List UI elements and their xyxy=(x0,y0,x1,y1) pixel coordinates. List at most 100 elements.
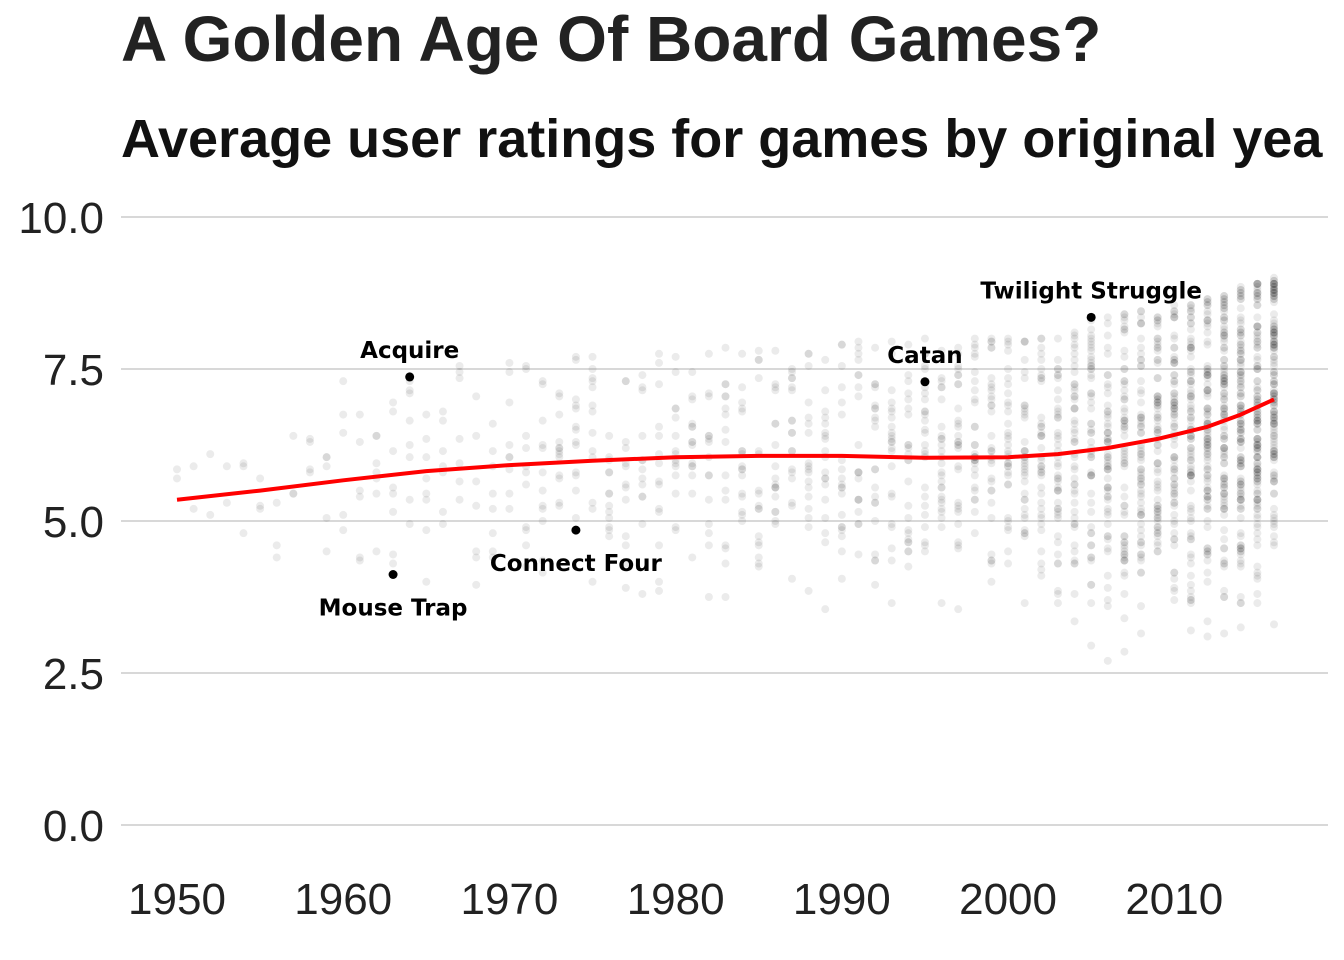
data-point xyxy=(522,562,531,571)
data-point xyxy=(1253,535,1262,544)
data-point xyxy=(1203,310,1212,319)
data-point xyxy=(1270,407,1278,416)
data-point xyxy=(1253,453,1262,462)
data-point xyxy=(1103,474,1112,483)
data-point xyxy=(1070,425,1079,434)
data-point xyxy=(1120,553,1129,562)
data-point xyxy=(688,459,697,468)
data-point xyxy=(1103,413,1112,422)
data-point xyxy=(1236,480,1245,489)
data-point xyxy=(904,404,913,413)
data-point xyxy=(970,465,979,474)
data-point xyxy=(837,456,846,465)
data-point xyxy=(1004,480,1013,489)
data-point xyxy=(954,441,963,449)
data-point xyxy=(522,365,531,373)
data-point xyxy=(987,556,996,565)
data-point xyxy=(1153,529,1162,538)
data-point xyxy=(1137,413,1146,422)
data-point xyxy=(1153,465,1162,474)
data-point xyxy=(987,447,996,456)
data-point xyxy=(1170,398,1179,407)
data-point xyxy=(1137,343,1146,352)
data-point xyxy=(1203,319,1212,328)
data-point xyxy=(1186,407,1195,416)
data-point xyxy=(1203,407,1212,416)
data-point xyxy=(970,352,979,361)
data-point xyxy=(1236,355,1245,364)
data-point xyxy=(1253,437,1262,446)
data-point xyxy=(1153,459,1162,468)
data-point xyxy=(688,489,697,498)
data-point xyxy=(1087,343,1096,352)
data-point xyxy=(954,465,963,474)
data-point xyxy=(804,492,813,501)
data-point xyxy=(1186,586,1195,595)
data-point xyxy=(1203,298,1212,307)
data-point xyxy=(1270,620,1278,629)
data-point xyxy=(688,422,697,431)
data-point xyxy=(1253,504,1262,513)
data-point xyxy=(1203,386,1212,395)
data-point xyxy=(1236,346,1245,355)
data-point xyxy=(1220,380,1229,389)
data-point xyxy=(1220,544,1229,553)
data-point xyxy=(821,431,830,440)
data-point xyxy=(1270,328,1278,337)
data-point xyxy=(1270,337,1278,346)
data-point xyxy=(1236,349,1245,358)
data-point xyxy=(1103,428,1112,437)
data-point xyxy=(422,474,431,483)
data-point xyxy=(1253,474,1262,483)
data-point xyxy=(1137,428,1146,437)
data-point xyxy=(1236,459,1245,468)
data-point xyxy=(1137,486,1146,495)
data-point xyxy=(1253,337,1262,346)
data-point xyxy=(1103,343,1112,352)
data-point xyxy=(970,395,979,404)
data-point xyxy=(887,489,896,498)
data-point xyxy=(771,346,780,355)
data-point xyxy=(1120,416,1129,425)
data-point xyxy=(1120,544,1129,553)
data-point xyxy=(1153,398,1162,407)
data-point xyxy=(1153,507,1162,516)
data-point xyxy=(1037,431,1046,440)
data-point xyxy=(771,517,780,525)
data-point xyxy=(1270,331,1278,340)
data-point xyxy=(1186,368,1195,377)
data-point xyxy=(1270,292,1278,301)
data-point xyxy=(937,422,946,431)
data-point xyxy=(771,419,780,428)
data-point xyxy=(1186,343,1195,352)
data-point xyxy=(1220,343,1229,352)
data-point xyxy=(1236,392,1245,401)
data-point xyxy=(1120,419,1129,428)
data-point xyxy=(1070,480,1079,489)
data-point xyxy=(1253,386,1262,395)
data-point xyxy=(1253,471,1262,480)
data-point xyxy=(588,365,597,373)
data-point xyxy=(1220,395,1229,404)
data-point xyxy=(1004,462,1013,471)
data-point xyxy=(1070,520,1079,529)
data-point xyxy=(1203,550,1212,559)
data-point xyxy=(1203,340,1212,349)
data-point xyxy=(1153,340,1162,349)
data-point xyxy=(571,425,580,434)
data-point xyxy=(1004,434,1013,443)
data-point xyxy=(1203,301,1212,310)
data-point xyxy=(871,380,880,389)
data-point xyxy=(1186,413,1195,422)
data-point xyxy=(1020,529,1029,538)
data-point xyxy=(355,492,364,501)
data-point xyxy=(1186,456,1195,465)
data-point xyxy=(854,520,863,529)
data-point xyxy=(920,447,929,456)
data-point xyxy=(1253,386,1262,395)
data-point xyxy=(970,441,979,449)
data-point xyxy=(1103,495,1112,504)
data-point xyxy=(1270,325,1278,334)
data-point xyxy=(1253,419,1262,428)
data-point xyxy=(987,343,996,352)
